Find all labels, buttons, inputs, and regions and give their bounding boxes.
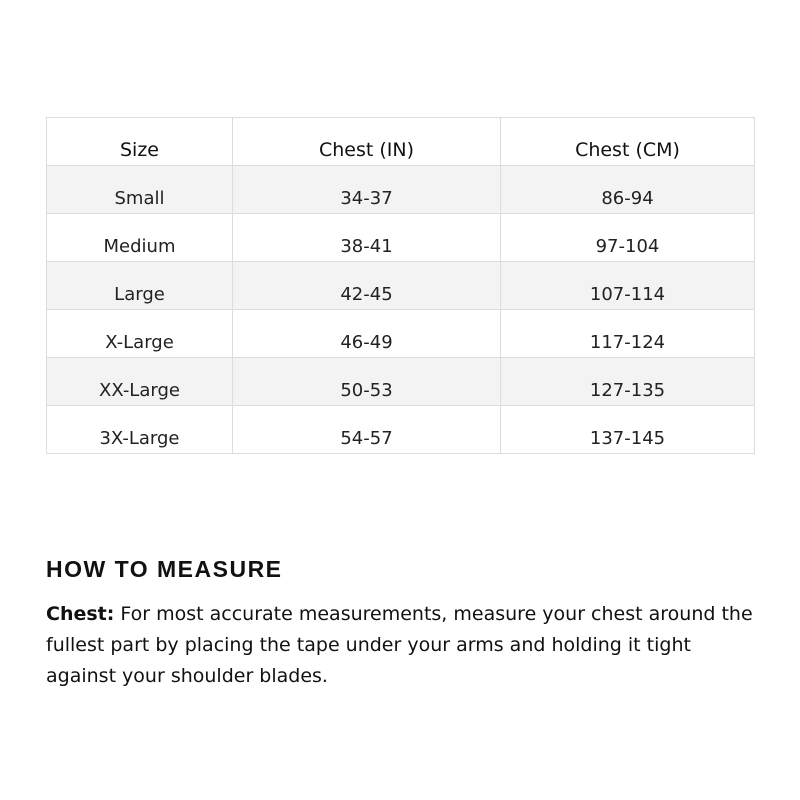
measure-instructions: Chest: For most accurate measurements, m… [46, 599, 766, 692]
chest-instruction-text: For most accurate measurements, measure … [46, 603, 753, 687]
chest-cm-cell: 97-104 [500, 213, 755, 262]
how-to-measure-heading: HOW TO MEASURE [46, 556, 283, 582]
chest-cm-cell: 117-124 [500, 309, 755, 358]
chest-in-cell: 46-49 [232, 309, 501, 358]
chest-in-cell: 54-57 [232, 405, 501, 454]
chest-in-cell: 34-37 [232, 165, 501, 214]
table-header-row: Size Chest (IN) Chest (CM) [46, 117, 755, 166]
header-chest-cm: Chest (CM) [500, 117, 755, 166]
header-chest-in: Chest (IN) [232, 117, 501, 166]
table-row: X-Large 46-49 117-124 [46, 309, 755, 358]
size-cell: XX-Large [46, 357, 233, 406]
chest-in-cell: 50-53 [232, 357, 501, 406]
chest-cm-cell: 107-114 [500, 261, 755, 310]
chest-in-cell: 38-41 [232, 213, 501, 262]
chest-cm-cell: 127-135 [500, 357, 755, 406]
chest-cm-cell: 137-145 [500, 405, 755, 454]
size-cell: X-Large [46, 309, 233, 358]
chest-in-cell: 42-45 [232, 261, 501, 310]
size-chart-table: Size Chest (IN) Chest (CM) Small 34-37 8… [46, 117, 755, 454]
table-row: Medium 38-41 97-104 [46, 213, 755, 262]
size-cell: Small [46, 165, 233, 214]
size-cell: Large [46, 261, 233, 310]
table-row: 3X-Large 54-57 137-145 [46, 405, 755, 454]
table-row: Large 42-45 107-114 [46, 261, 755, 310]
size-cell: Medium [46, 213, 233, 262]
chest-cm-cell: 86-94 [500, 165, 755, 214]
chest-term: Chest: [46, 603, 115, 625]
table-row: Small 34-37 86-94 [46, 165, 755, 214]
size-cell: 3X-Large [46, 405, 233, 454]
header-size: Size [46, 117, 233, 166]
table-row: XX-Large 50-53 127-135 [46, 357, 755, 406]
